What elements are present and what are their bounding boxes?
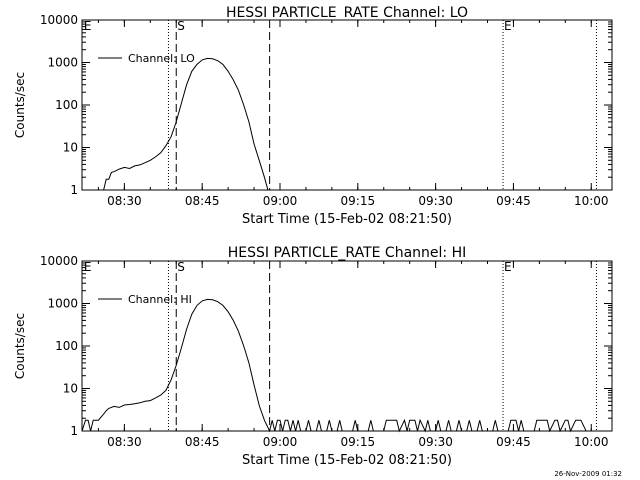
legend-entry: Channel: LO <box>128 52 195 65</box>
x-tick-label: 09:00 <box>263 194 298 208</box>
chart-panel-hi: HESSI PARTICLE_RATE Channel: HI Start Tim… <box>13 245 613 468</box>
legend-entry: Channel: HI <box>128 293 192 306</box>
x-tick-label: 09:45 <box>496 194 531 208</box>
marker-label: E <box>84 260 92 274</box>
x-tick-label: 09:00 <box>263 435 298 449</box>
y-tick-label: 100 <box>55 98 78 112</box>
series-line <box>98 57 269 191</box>
x-axis-label: Start Time (15-Feb-02 08:21:50) <box>242 212 452 227</box>
x-axis-label: Start Time (15-Feb-02 08:21:50) <box>242 453 452 468</box>
x-tick-label: 09:30 <box>418 194 453 208</box>
y-tick-label: 100 <box>55 339 78 353</box>
x-tick-label: 08:45 <box>185 435 220 449</box>
y-tick-label: 10000 <box>40 254 78 268</box>
x-tick-label: 08:30 <box>107 194 142 208</box>
y-axis-label: Counts/sec <box>13 72 27 138</box>
y-tick-label: 10000 <box>40 13 78 27</box>
y-tick-label: 10 <box>63 141 78 155</box>
x-tick-label: 09:15 <box>341 194 376 208</box>
marker-label: E <box>84 19 92 33</box>
marker-label: E <box>504 19 512 33</box>
x-tick-label: 09:30 <box>418 435 453 449</box>
y-tick-label: 1 <box>70 424 78 438</box>
x-tick-label: 08:45 <box>185 194 220 208</box>
chart-title: HESSI PARTICLE_RATE Channel: HI <box>228 245 466 261</box>
x-tick-label: 09:15 <box>341 435 376 449</box>
y-tick-label: 1000 <box>47 297 78 311</box>
x-tick-label: 10:00 <box>574 194 609 208</box>
marker-label: E <box>504 260 512 274</box>
y-tick-label: 1 <box>70 183 78 197</box>
plot-frame <box>81 260 613 432</box>
y-tick-label: 1000 <box>47 56 78 70</box>
plot-frame <box>81 19 613 191</box>
marker-label: S <box>177 19 185 33</box>
marker-label: S <box>177 260 185 274</box>
x-tick-label: 08:30 <box>107 435 142 449</box>
x-tick-label: 09:45 <box>496 435 531 449</box>
series-line <box>81 298 592 433</box>
chart-panel-lo: HESSI PARTICLE_RATE Channel: LO Start Tim… <box>13 5 613 227</box>
y-tick-label: 10 <box>63 382 78 396</box>
footer-timestamp: 26-Nov-2009 01:32 <box>554 470 622 478</box>
chart-title: HESSI PARTICLE_RATE Channel: LO <box>226 5 468 21</box>
y-axis-label: Counts/sec <box>13 313 27 379</box>
x-tick-label: 10:00 <box>574 435 609 449</box>
